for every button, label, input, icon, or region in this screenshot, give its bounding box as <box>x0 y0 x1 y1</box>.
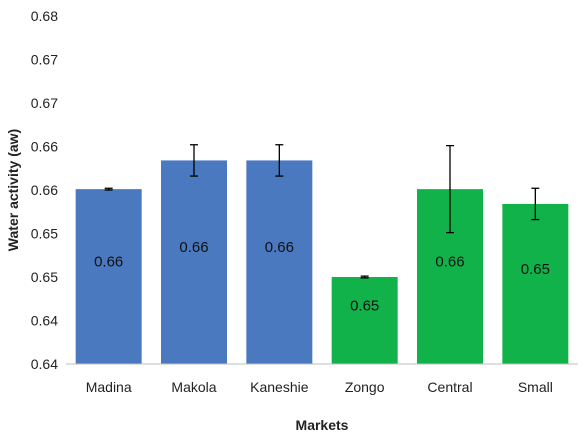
error-bar <box>275 144 284 177</box>
bars <box>75 160 569 364</box>
error-bar <box>360 275 369 279</box>
bar <box>161 160 227 364</box>
data-label: 0.65 <box>350 298 379 315</box>
y-tick-label: 0.68 <box>31 8 58 24</box>
x-category-label: Central <box>427 379 472 395</box>
bar <box>75 189 142 364</box>
y-tick-label: 0.67 <box>31 95 58 111</box>
y-tick-label: 0.64 <box>31 313 58 329</box>
y-tick-label: 0.66 <box>31 139 58 155</box>
y-tick-label: 0.67 <box>31 52 58 68</box>
x-category-label: Madina <box>86 379 132 395</box>
data-label: 0.66 <box>94 254 123 271</box>
x-category-label: Zongo <box>345 379 385 395</box>
data-label: 0.65 <box>521 261 550 278</box>
error-bar <box>446 144 454 234</box>
y-axis-title: Water activity (aw) <box>5 129 21 251</box>
error-bars <box>104 144 540 279</box>
error-bar <box>190 144 198 177</box>
y-tick-label: 0.65 <box>31 269 58 285</box>
data-label: 0.66 <box>435 254 464 271</box>
x-category-label: Makola <box>171 379 216 395</box>
bar <box>331 277 398 364</box>
x-category-label: Small <box>518 379 553 395</box>
bar <box>502 203 569 364</box>
y-axis-ticks: 0.64 0.64 0.65 0.65 0.66 0.66 0.67 0.67 0.68 <box>31 8 58 372</box>
y-tick-label: 0.66 <box>31 182 58 198</box>
bar <box>246 160 313 364</box>
data-label: 0.66 <box>179 239 208 256</box>
error-bar <box>531 187 540 221</box>
y-tick-label: 0.64 <box>31 356 58 372</box>
x-axis-title: Markets <box>296 417 349 433</box>
y-tick-label: 0.65 <box>31 226 58 242</box>
error-bar <box>104 187 113 191</box>
data-labels: 0.66 0.66 0.66 0.65 0.66 0.65 <box>94 239 550 314</box>
x-category-label: Kaneshie <box>250 379 309 395</box>
data-label: 0.66 <box>265 239 294 256</box>
x-axis-categories: Madina Makola Kaneshie Zongo Central Small <box>86 379 553 395</box>
